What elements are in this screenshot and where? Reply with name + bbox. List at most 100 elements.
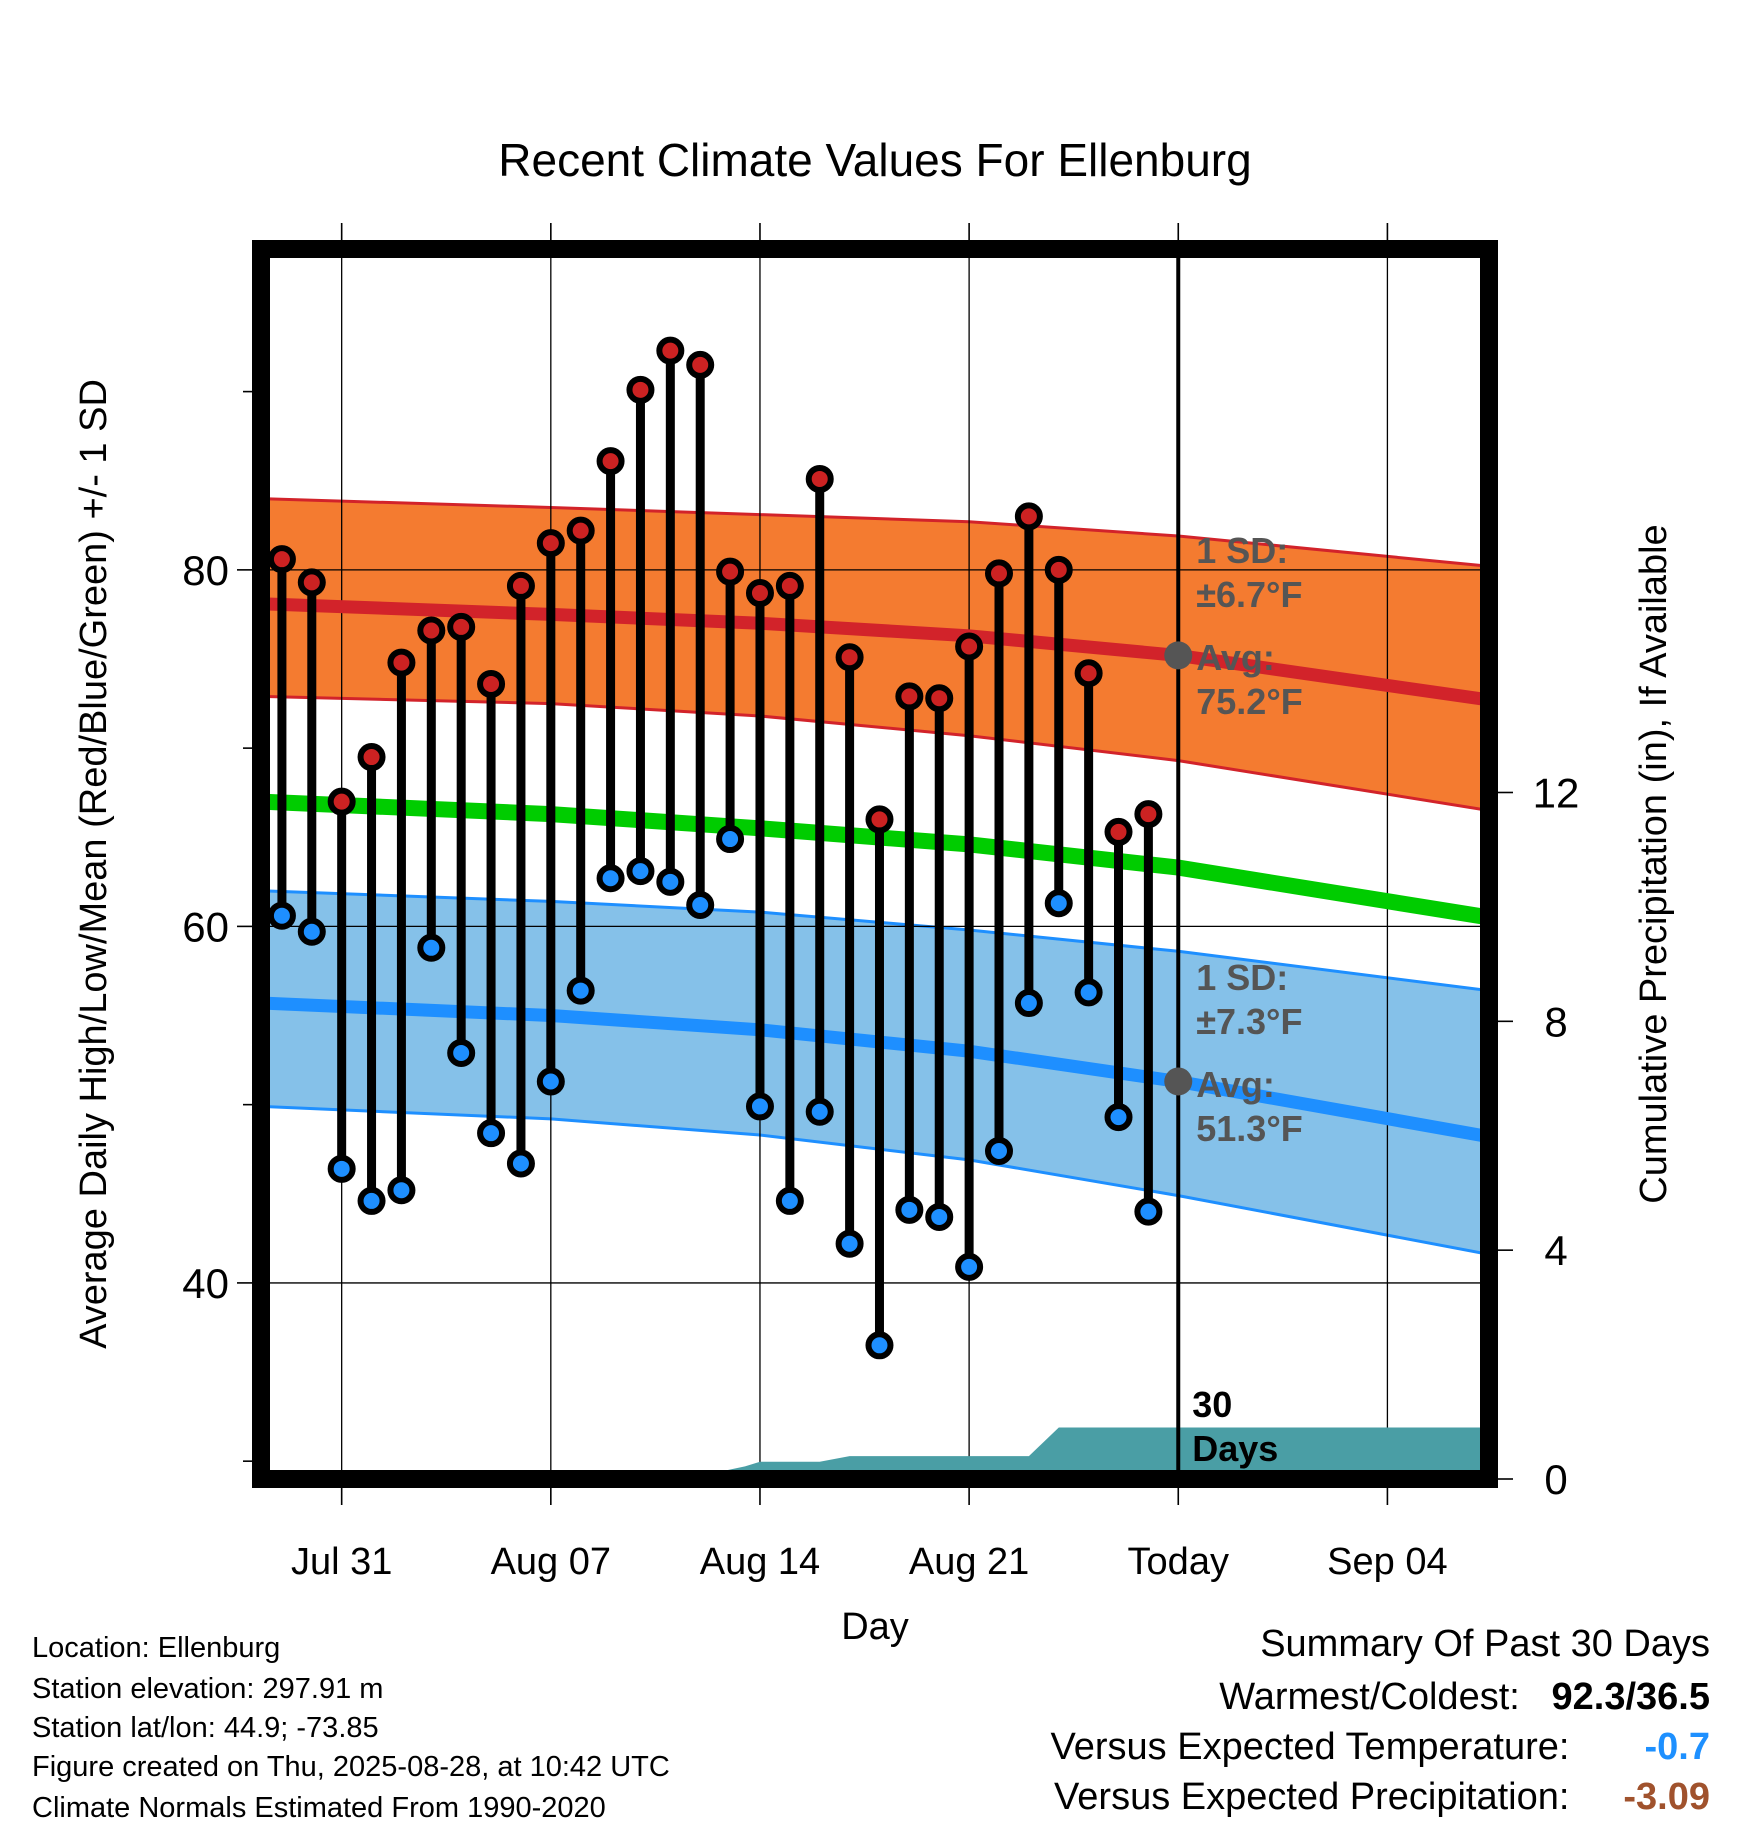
high-sd-lower-edge bbox=[261, 694, 1489, 812]
x-tick-label: Sep 04 bbox=[1327, 1541, 1447, 1583]
summary-warm-cold-value: 92.3/36.5 bbox=[1551, 1676, 1710, 1718]
summary-precip-value: -3.09 bbox=[1623, 1776, 1710, 1818]
low-point bbox=[1074, 978, 1103, 1007]
low-point bbox=[297, 917, 326, 946]
summary-heading-text: Summary Of Past 30 Days bbox=[1260, 1623, 1710, 1665]
x-tick-label: Jul 31 bbox=[291, 1541, 392, 1583]
low-sd-label: 1 SD: bbox=[1196, 957, 1288, 998]
low-point bbox=[327, 1154, 356, 1183]
x-tick-label: Aug 07 bbox=[491, 1541, 611, 1583]
x-tick-label: Aug 14 bbox=[700, 1541, 820, 1583]
today-days-number: 30 bbox=[1192, 1384, 1232, 1425]
high-point bbox=[716, 557, 745, 586]
y-tick-label: 80 bbox=[182, 547, 229, 594]
low-point bbox=[775, 1186, 804, 1215]
low-point bbox=[447, 1038, 476, 1067]
high-point bbox=[417, 616, 446, 645]
footer-location: Location: Ellenburg bbox=[32, 1632, 281, 1664]
high-point bbox=[1044, 555, 1073, 584]
low-point bbox=[745, 1092, 774, 1121]
high-point bbox=[745, 579, 774, 608]
high-point bbox=[865, 805, 894, 834]
high-sd-band bbox=[261, 498, 1489, 811]
y-tick-label: 60 bbox=[182, 903, 229, 950]
high-point bbox=[805, 464, 834, 493]
high-point bbox=[536, 529, 565, 558]
x-tick-label: Today bbox=[1128, 1541, 1229, 1583]
low-point bbox=[925, 1202, 954, 1231]
summary-precip-label: Versus Expected Precipitation: bbox=[1054, 1776, 1570, 1818]
high-sd-label: 1 SD: bbox=[1196, 530, 1288, 571]
high-sd-upper-edge bbox=[261, 497, 1489, 568]
high-point bbox=[357, 743, 386, 772]
normal-high-line bbox=[261, 597, 1489, 707]
summary-warm-cold-label: Warmest/Coldest: bbox=[1219, 1676, 1520, 1718]
low-point bbox=[417, 933, 446, 962]
today-high-avg-marker bbox=[1164, 641, 1193, 670]
low-point bbox=[596, 864, 625, 893]
summary-temp-value: -0.7 bbox=[1644, 1726, 1710, 1768]
high-point bbox=[1074, 659, 1103, 688]
low-point bbox=[357, 1186, 386, 1215]
low-point bbox=[536, 1067, 565, 1096]
y2-axis-label: Cumulative Precipitation (in), If Availa… bbox=[1633, 524, 1675, 1203]
low-point bbox=[1134, 1197, 1163, 1226]
low-point bbox=[566, 976, 595, 1005]
high-point bbox=[775, 571, 804, 600]
low-avg-value: 51.3°F bbox=[1196, 1108, 1302, 1149]
high-point bbox=[477, 669, 506, 698]
low-sd-upper-edge bbox=[261, 889, 1489, 993]
footer-latlon: Station lat/lon: 44.9; -73.85 bbox=[32, 1712, 379, 1744]
high-point bbox=[297, 568, 326, 597]
low-point bbox=[805, 1097, 834, 1126]
y2-tick-label: 0 bbox=[1544, 1456, 1567, 1503]
normal-mean-line bbox=[261, 793, 1489, 926]
high-point bbox=[566, 516, 595, 545]
high-point bbox=[925, 684, 954, 713]
low-point bbox=[506, 1149, 535, 1178]
low-point bbox=[267, 901, 296, 930]
low-point bbox=[626, 857, 655, 886]
x-tick-label: Aug 21 bbox=[909, 1541, 1029, 1583]
low-point bbox=[895, 1195, 924, 1224]
high-point bbox=[984, 559, 1013, 588]
y-axis-label: Average Daily High/Low/Mean (Red/Blue/Gr… bbox=[73, 379, 115, 1349]
low-sd-value: ±7.3°F bbox=[1196, 1001, 1302, 1042]
low-sd-lower-edge bbox=[261, 1104, 1489, 1256]
footer-normals: Climate Normals Estimated From 1990-2020 bbox=[32, 1792, 606, 1824]
low-point bbox=[716, 825, 745, 854]
high-point bbox=[656, 336, 685, 365]
high-point bbox=[895, 682, 924, 711]
high-point bbox=[626, 375, 655, 404]
high-point bbox=[447, 612, 476, 641]
high-avg-label: Avg: bbox=[1196, 637, 1275, 678]
summary-temp-label: Versus Expected Temperature: bbox=[1050, 1726, 1570, 1768]
summary-temp: Versus Expected Temperature: -0.7 bbox=[1051, 1726, 1710, 1769]
high-point bbox=[327, 787, 356, 816]
low-point bbox=[1104, 1103, 1133, 1132]
precip-area bbox=[261, 1427, 1489, 1479]
plot-frame bbox=[252, 240, 1498, 1488]
footer-created: Figure created on Thu, 2025-08-28, at 10… bbox=[32, 1751, 670, 1783]
footer-elevation: Station elevation: 297.91 m bbox=[32, 1673, 384, 1705]
low-point bbox=[1044, 889, 1073, 918]
high-point bbox=[506, 571, 535, 600]
today-low-avg-marker bbox=[1164, 1067, 1193, 1096]
summary-warm-cold: Warmest/Coldest: 92.3/36.5 bbox=[1219, 1676, 1710, 1719]
summary-precip: Versus Expected Precipitation: -3.09 bbox=[1054, 1776, 1710, 1819]
high-point bbox=[1014, 502, 1043, 531]
high-sd-value: ±6.7°F bbox=[1196, 574, 1302, 615]
low-point bbox=[955, 1252, 984, 1281]
y2-tick-label: 12 bbox=[1533, 769, 1580, 816]
chart-title: Recent Climate Values For Ellenburg bbox=[498, 134, 1251, 186]
low-point bbox=[865, 1331, 894, 1360]
high-point bbox=[387, 648, 416, 677]
high-point bbox=[596, 447, 625, 476]
low-point bbox=[835, 1229, 864, 1258]
normal-low-line bbox=[261, 996, 1489, 1144]
high-point bbox=[267, 545, 296, 574]
low-point bbox=[984, 1137, 1013, 1165]
high-point bbox=[835, 643, 864, 672]
high-point bbox=[1104, 817, 1133, 846]
x-axis-label: Day bbox=[841, 1606, 909, 1648]
